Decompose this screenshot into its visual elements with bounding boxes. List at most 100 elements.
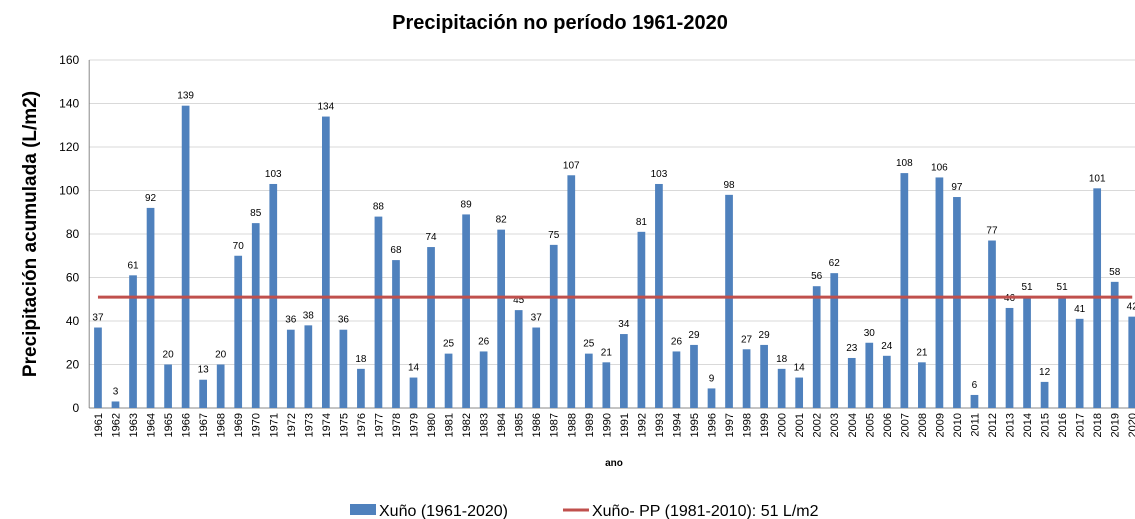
bar	[532, 327, 541, 408]
bar	[918, 362, 926, 408]
value-label: 108	[896, 158, 913, 169]
bar	[1005, 307, 1014, 408]
value-label: 29	[688, 330, 700, 341]
x-tick-label: 1969	[233, 413, 245, 437]
bar	[953, 197, 961, 408]
y-axis-title: Precipitación acumulada (L/m2)	[20, 91, 41, 377]
bar	[304, 325, 313, 408]
y-tick-label: 120	[59, 140, 79, 154]
x-tick-label: 1999	[759, 413, 771, 437]
x-tick-label: 1992	[636, 413, 648, 437]
chart-title: Precipitación no período 1961-2020	[392, 12, 728, 34]
x-tick-label: 2006	[882, 413, 894, 437]
x-tick-label: 2011	[969, 413, 981, 437]
x-tick-label: 1995	[689, 413, 701, 437]
value-label: 62	[829, 258, 841, 269]
value-label: 74	[425, 232, 437, 243]
value-label: 45	[513, 295, 525, 306]
bar	[620, 334, 628, 408]
x-tick-label: 1972	[286, 413, 298, 437]
bar	[1110, 281, 1119, 408]
bar	[847, 357, 856, 408]
bar	[444, 353, 453, 408]
bar	[146, 207, 155, 408]
bar	[111, 401, 120, 408]
x-tick-label: 2000	[777, 413, 789, 437]
x-tick-label: 1984	[496, 413, 508, 437]
x-tick-label: 2007	[899, 413, 911, 437]
value-label: 98	[723, 180, 735, 191]
value-label: 21	[916, 347, 928, 358]
value-label: 75	[548, 230, 560, 241]
value-label: 36	[338, 315, 350, 326]
x-tick-label: 1967	[198, 413, 210, 437]
value-label: 18	[776, 354, 788, 365]
value-label: 85	[250, 208, 262, 219]
y-tick-label: 100	[59, 184, 79, 198]
bar	[690, 344, 698, 408]
value-label: 41	[1074, 304, 1086, 315]
x-tick-label: 2013	[1005, 413, 1017, 437]
bar	[935, 177, 944, 408]
value-label: 97	[951, 182, 963, 193]
bar	[1040, 381, 1049, 408]
bar	[1058, 297, 1066, 408]
bar	[497, 229, 506, 408]
bar	[882, 355, 891, 408]
bar	[988, 240, 996, 408]
x-tick-label: 2012	[987, 413, 999, 437]
value-label: 56	[811, 271, 823, 282]
x-tick-label: 1976	[356, 413, 368, 437]
x-tick-label: 1971	[268, 413, 280, 437]
x-tick-label: 2008	[917, 413, 929, 437]
bar	[251, 223, 260, 408]
x-tick-label: 2009	[934, 413, 946, 437]
value-label: 37	[531, 313, 543, 324]
bar	[812, 286, 821, 408]
bar	[94, 327, 102, 408]
value-label: 70	[233, 241, 245, 252]
x-tick-label: 2004	[847, 413, 859, 437]
x-tick-label: 1961	[93, 413, 105, 437]
x-tick-label: 1987	[549, 413, 561, 437]
legend-swatch	[350, 504, 376, 515]
value-label: 21	[601, 347, 613, 358]
x-tick-label: 2014	[1022, 413, 1034, 437]
value-label: 77	[986, 226, 998, 237]
x-tick-label: 1985	[514, 413, 526, 437]
value-label: 81	[636, 217, 648, 228]
bar	[357, 368, 365, 408]
x-tick-label: 1963	[128, 413, 140, 437]
bar	[865, 342, 874, 408]
value-label: 34	[618, 319, 630, 330]
x-tick-label: 1968	[216, 413, 228, 437]
x-tick-label: 1979	[409, 413, 421, 437]
value-label: 61	[127, 260, 139, 271]
bar	[1128, 316, 1135, 408]
y-tick-label: 160	[59, 53, 79, 67]
bar	[129, 275, 137, 408]
value-label: 51	[1021, 282, 1033, 293]
x-tick-label: 2018	[1092, 413, 1104, 437]
bar	[567, 175, 576, 408]
value-label: 92	[145, 193, 157, 204]
bar	[742, 349, 751, 408]
value-label: 26	[478, 336, 490, 347]
x-tick-label: 1973	[303, 413, 315, 437]
value-label: 26	[671, 336, 683, 347]
bar	[514, 310, 523, 408]
value-label: 106	[931, 162, 948, 173]
bar	[725, 194, 733, 408]
x-tick-label: 1975	[338, 413, 350, 437]
bar	[637, 231, 646, 408]
bar	[392, 260, 400, 408]
value-label: 3	[113, 386, 119, 397]
value-label: 82	[496, 215, 508, 226]
x-tick-label: 2020	[1127, 413, 1135, 437]
bar	[286, 329, 295, 408]
x-tick-label: 1982	[461, 413, 473, 437]
value-label: 14	[794, 363, 806, 374]
bar	[760, 344, 768, 408]
x-tick-label: 1965	[163, 413, 175, 437]
x-tick-label: 1974	[321, 413, 333, 437]
